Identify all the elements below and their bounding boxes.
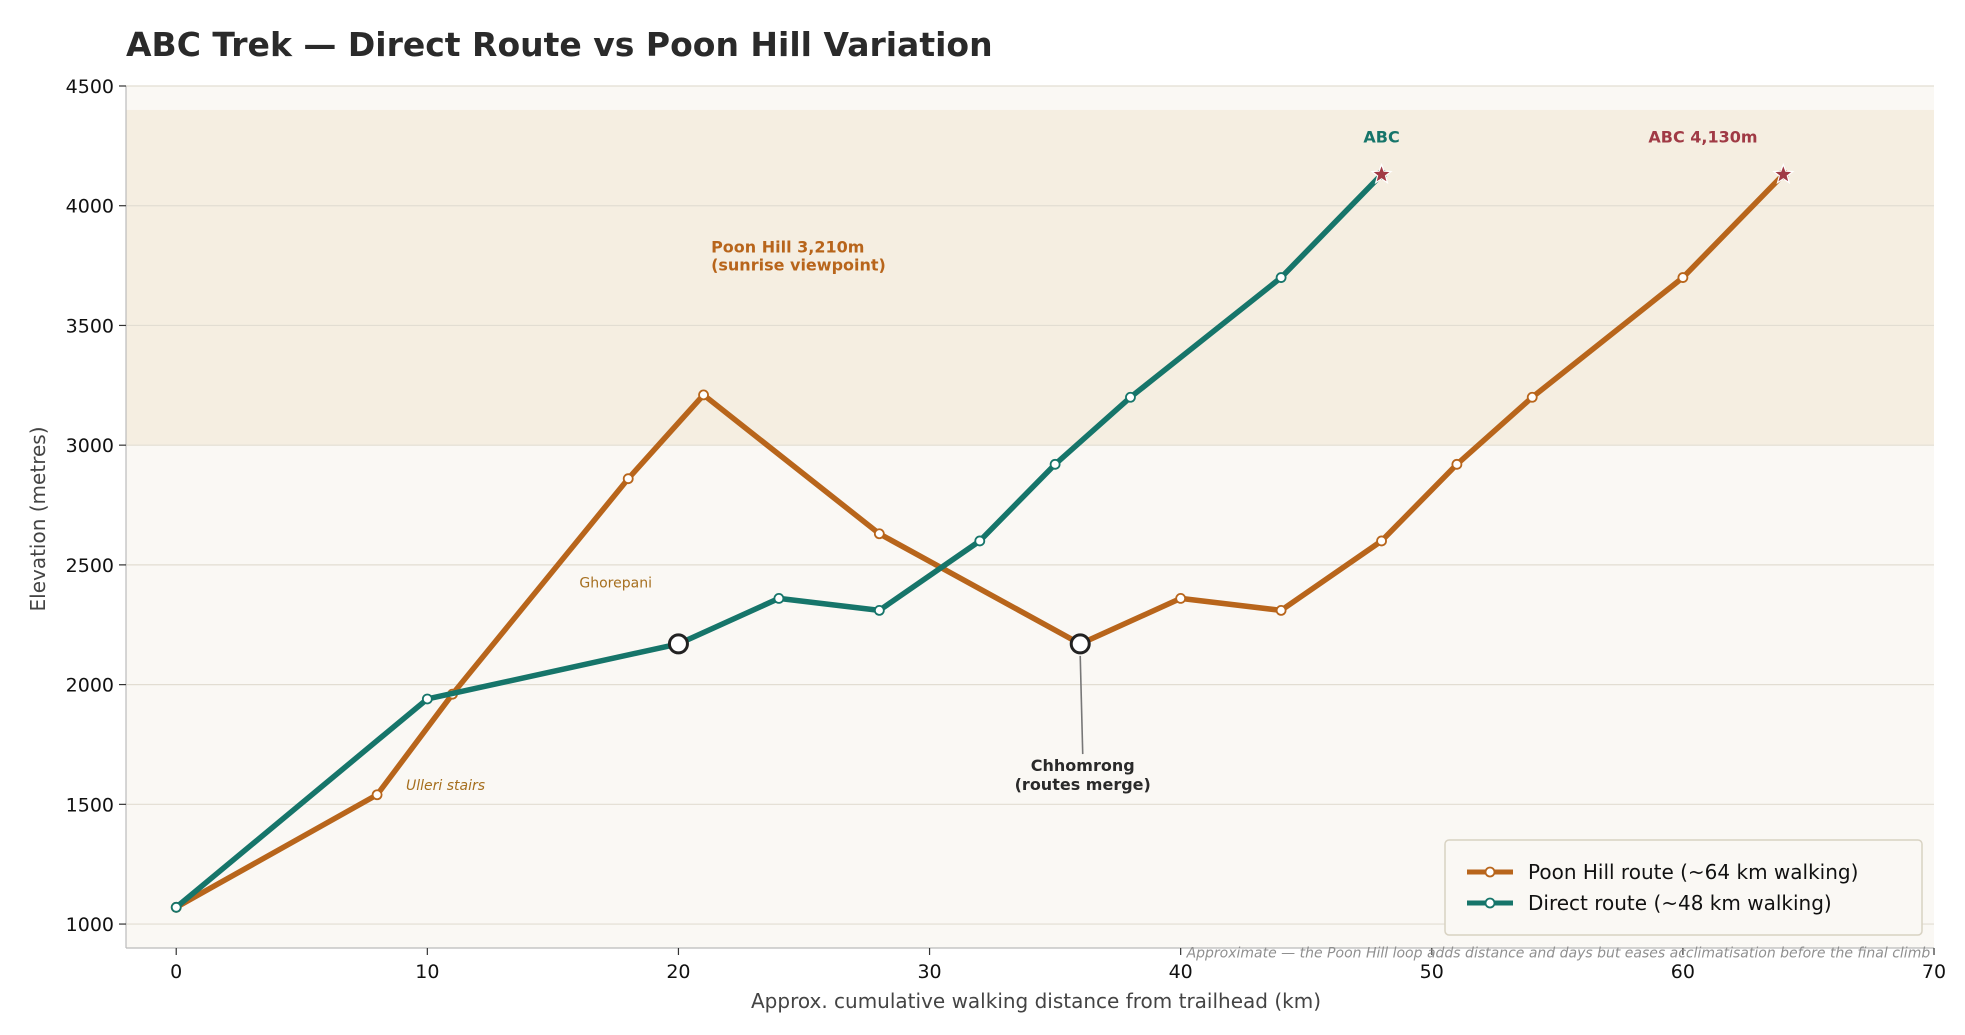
series-point: [773, 593, 785, 604]
annotation-poon-hill-2: (sunrise viewpoint): [711, 255, 886, 274]
y-tick-label: 1500: [66, 794, 114, 816]
annotation-chhomrong-2: (routes merge): [1015, 775, 1151, 794]
series-point: [1376, 535, 1387, 547]
series-point: [1451, 458, 1463, 470]
merge-point-marker: [1069, 633, 1091, 655]
annotation-ulleri: Ulleri stairs: [406, 778, 485, 794]
legend-box: [1444, 839, 1923, 936]
series-point: [1526, 391, 1538, 403]
annotation-footnote: Approximate — the Poon Hill loop adds di…: [1186, 946, 1931, 962]
series-point: [1275, 272, 1287, 283]
legend-swatch-marker: [1484, 866, 1496, 878]
annotation-arrow: [1079, 655, 1084, 755]
summit-star-marker: [1772, 162, 1795, 185]
annotation-abc-direct: ABC: [1363, 127, 1399, 146]
merge-point-marker: [667, 633, 689, 655]
x-tick-label: 10: [415, 961, 439, 983]
legend-swatch-marker: [1484, 897, 1496, 909]
series-point: [371, 789, 383, 801]
y-axis-title: Elevation (metres): [26, 427, 50, 612]
series-point: [1677, 272, 1689, 283]
x-tick-label: 60: [1671, 961, 1695, 983]
y-tick-label: 4500: [66, 76, 114, 98]
series-point: [1175, 593, 1187, 604]
y-tick-label: 1000: [66, 914, 114, 936]
y-tick-label: 2500: [66, 555, 114, 577]
x-tick-label: 30: [917, 961, 941, 983]
legend-label: Poon Hill route (~64 km walking): [1528, 860, 1858, 884]
x-tick-label: 40: [1169, 961, 1193, 983]
annotation-ghorepani: Ghorepani: [579, 576, 652, 592]
plot-group: 1000 1500 2000 2500 3000 3500 4000 4500 0 10 20 30 4…: [26, 76, 1946, 1013]
y-tick-label: 2000: [66, 675, 114, 697]
series-line-0: [173, 171, 1787, 911]
y-tick-label: 3500: [66, 315, 114, 337]
x-tick-label: 50: [1420, 961, 1444, 983]
y-tick-label: 3000: [66, 435, 114, 457]
summit-star-marker: [1370, 162, 1393, 185]
y-tick-label: 4000: [66, 196, 114, 218]
high-altitude-band: [126, 109, 1934, 446]
series-point: [1275, 604, 1287, 616]
series-point: [698, 389, 709, 401]
series-point: [1125, 391, 1136, 403]
series-line-1: [173, 171, 1385, 911]
legend-label: Direct route (~48 km walking): [1528, 891, 1832, 915]
series-point: [873, 528, 885, 540]
series-point: [421, 693, 433, 705]
series-point: [873, 604, 885, 616]
annotation-chhomrong-1: Chhomrong: [1031, 756, 1135, 775]
series-point: [170, 901, 182, 913]
series-point: [622, 473, 634, 485]
annotation-abc-poon: ABC 4,130m: [1648, 127, 1757, 146]
chart-title: ABC Trek — Direct Route vs Poon Hill Var…: [126, 25, 993, 64]
annotation-poon-hill-1: Poon Hill 3,210m: [711, 237, 864, 256]
x-axis-title: Approx. cumulative walking distance from…: [751, 989, 1321, 1013]
x-tick-label: 20: [666, 961, 690, 983]
series-point: [974, 535, 986, 547]
series-point: [1049, 458, 1061, 470]
legend: Poon Hill route (~64 km walking) Direct r…: [1444, 839, 1923, 936]
x-tick-label: 0: [170, 961, 182, 983]
x-tick-label: 70: [1922, 961, 1946, 983]
